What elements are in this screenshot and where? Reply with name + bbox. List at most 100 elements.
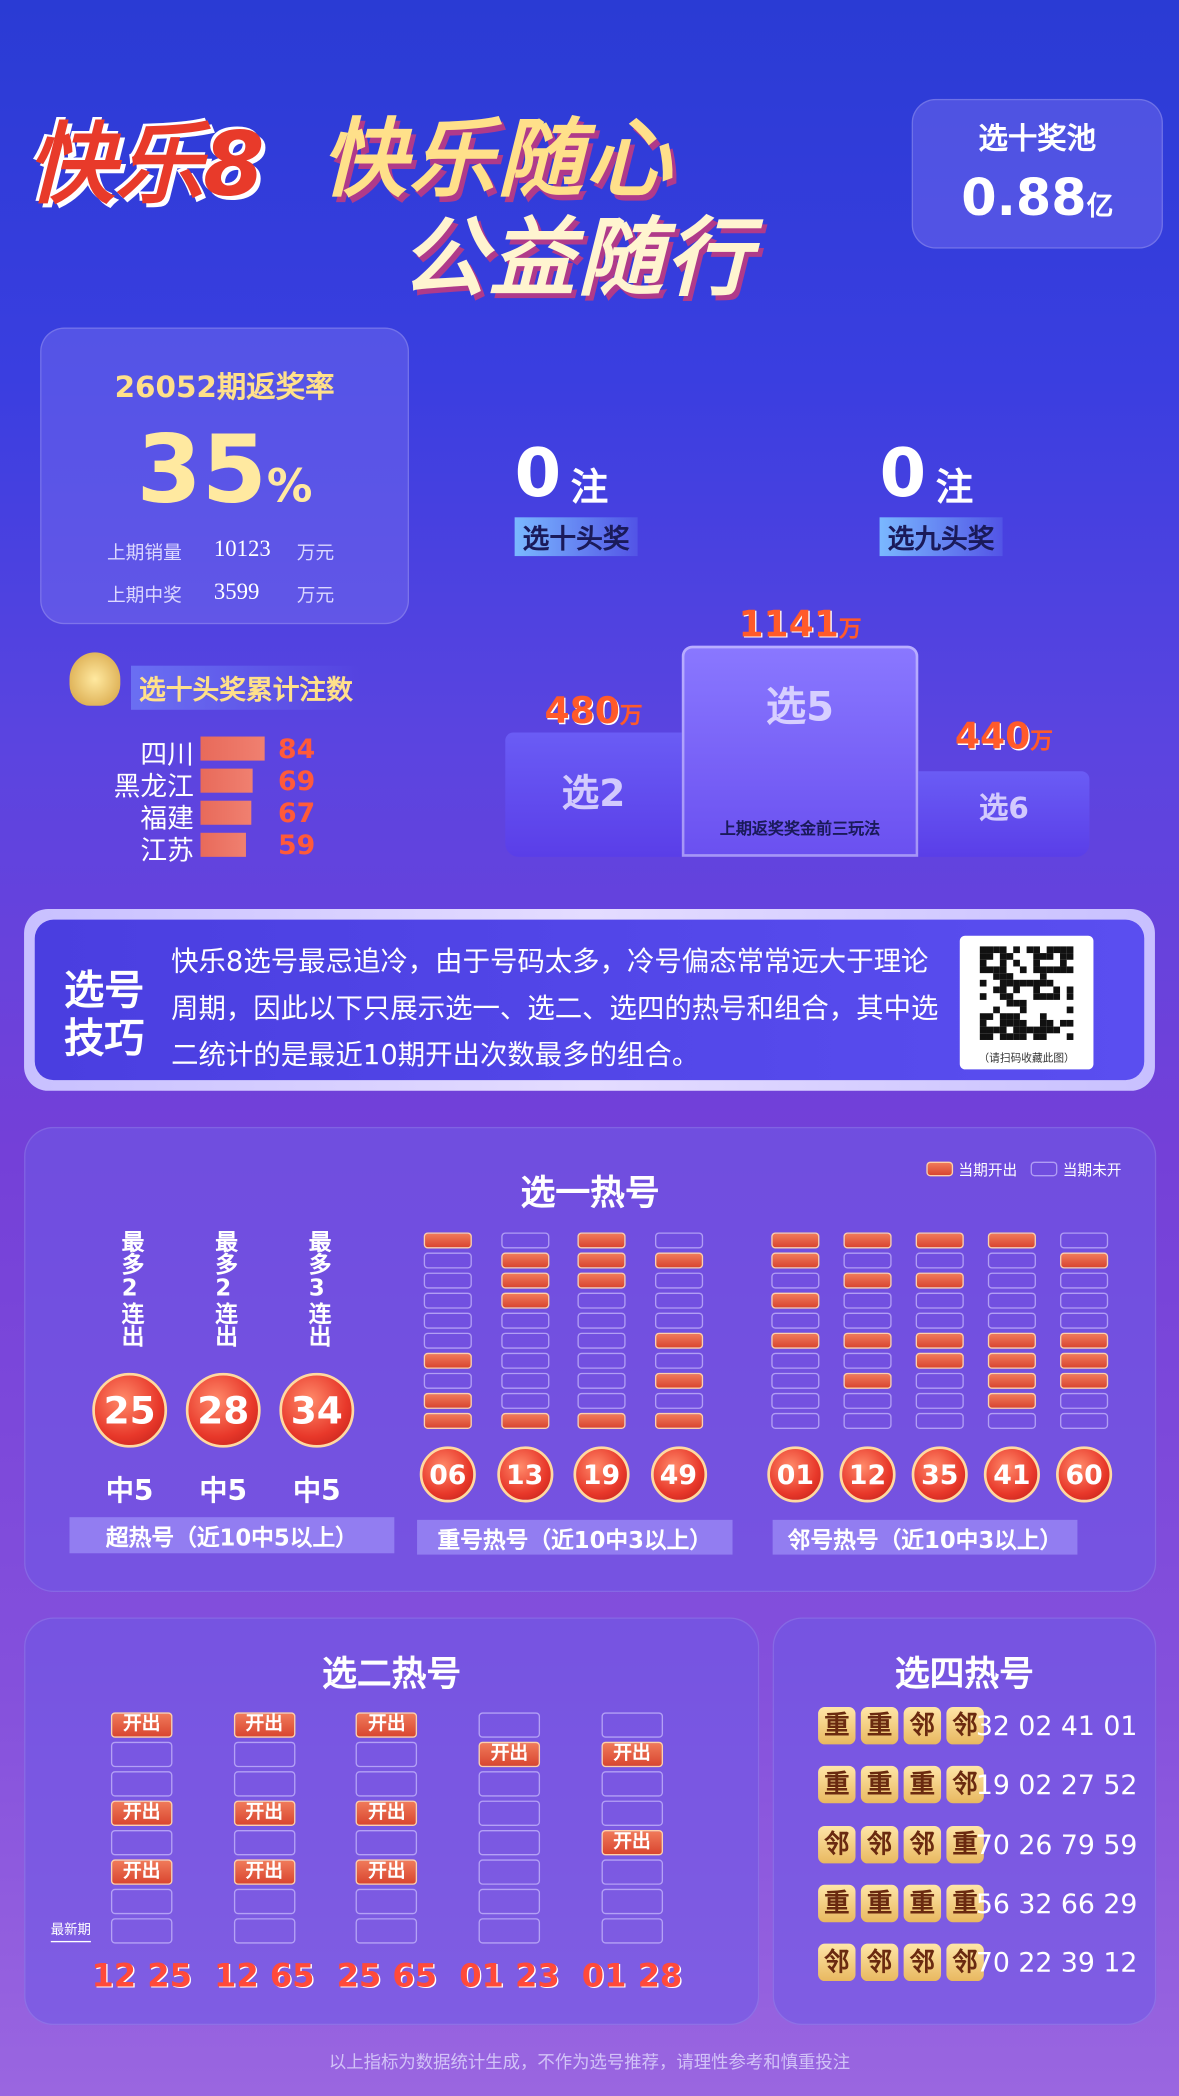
qr-module: [1006, 973, 1014, 980]
qr-module: [999, 1033, 1007, 1040]
amount-unit: 万: [619, 703, 643, 730]
draw-cell: [771, 1312, 820, 1329]
pool-box: [911, 98, 1163, 249]
qr-module: [1046, 979, 1054, 987]
qr-module: [1006, 1013, 1014, 1020]
qr-module: [993, 966, 1000, 974]
province-value: 84: [278, 732, 316, 765]
qr-module: [999, 1019, 1007, 1027]
draw-cell: [577, 1232, 626, 1249]
qr-module: [1046, 946, 1054, 954]
tag: 邻: [818, 1943, 856, 1982]
draw-cell: [843, 1372, 892, 1389]
pair-cell: [601, 1771, 663, 1797]
province-bar: [200, 832, 246, 857]
pair-cell: [110, 1888, 173, 1915]
tag: 重: [860, 1707, 899, 1745]
draw-cell: [1060, 1292, 1109, 1309]
draw-cell: [987, 1332, 1036, 1349]
draw-cell: [577, 1372, 626, 1389]
prize-label: 选十头奖: [514, 517, 638, 557]
podium-name: 选6: [978, 792, 1029, 827]
podium-right: [918, 771, 1090, 857]
pick4-numbers: 56 32 66 29: [975, 1887, 1138, 1920]
draw-cell: [915, 1232, 964, 1249]
qr-module: [1026, 979, 1034, 987]
pair-cell: [356, 1888, 418, 1915]
pair-cell: [601, 1712, 663, 1738]
tip-title-2: 技巧: [64, 1015, 145, 1063]
qr-module: [1006, 999, 1014, 1007]
podium-center: [681, 645, 919, 857]
podium-amount: 480万: [505, 691, 681, 732]
draw-cell: [1060, 1332, 1109, 1349]
draw-cell: [500, 1272, 549, 1289]
legend-swatch: [926, 1161, 954, 1177]
rate-wrap: 35%: [40, 414, 409, 524]
logo: 快乐8: [26, 113, 265, 217]
draw-cell: [577, 1312, 626, 1329]
pair: 01 23: [459, 1956, 560, 1995]
number-ball: 19: [573, 1446, 630, 1503]
qr-module: [1033, 959, 1040, 967]
pick2-title: 选二热号: [322, 1654, 462, 1695]
qr-module: [1006, 1019, 1014, 1027]
row-label: 上期中奖: [106, 585, 182, 607]
pair-cell: [601, 1859, 663, 1885]
draw-cell: [843, 1292, 892, 1309]
pair-cell: [478, 1888, 541, 1915]
draw-cell: [843, 1332, 892, 1349]
pair-cell: [356, 1918, 418, 1944]
qr-module: [999, 953, 1007, 960]
qr-module: [986, 966, 994, 974]
draw-cell: [654, 1392, 703, 1409]
returns-box: [40, 327, 410, 625]
draw-cell: [654, 1352, 703, 1369]
tag: 邻: [903, 1943, 942, 1982]
tip-text: 快乐8选号最忌追冷，由于号码太多，冷号偏态常常远大于理论周期，因此以下只展示选一…: [171, 945, 939, 1071]
hot-hits: 中5: [105, 1474, 154, 1507]
hot-ball: 28: [185, 1372, 261, 1448]
adjacent-label: 邻号热号（近10中3以上）: [772, 1519, 1078, 1555]
draw-cell: [500, 1352, 549, 1369]
amount-unit: 万: [1030, 728, 1053, 756]
draw-cell: [915, 1312, 964, 1329]
tag: 邻: [903, 1825, 942, 1863]
qr-module: [1013, 999, 1020, 1007]
number-ball: 13: [496, 1446, 553, 1503]
qr-module: [979, 953, 987, 960]
draw-cell: [1060, 1392, 1109, 1409]
pick4-numbers: 32 02 41 01: [975, 1709, 1138, 1742]
qr-module: [1026, 946, 1034, 954]
qr-module: [1039, 1013, 1047, 1020]
legend-text: 当期未开: [1062, 1161, 1122, 1179]
pair-cell: [233, 1771, 295, 1797]
draw-cell: [423, 1412, 472, 1429]
podium-amount: 440万: [918, 716, 1089, 757]
pair-cell: [110, 1771, 173, 1797]
tip-inner: [34, 919, 1145, 1081]
qr-module: [1019, 1033, 1027, 1040]
qr-module: [979, 1026, 987, 1034]
draw-cell: [577, 1332, 626, 1349]
draw-cell: [771, 1272, 820, 1289]
qr-module: [986, 953, 994, 960]
row-label: 上期销量: [106, 542, 182, 565]
qr-module: [1033, 993, 1040, 1000]
qr-module: [1060, 966, 1067, 974]
qr-module: [1033, 979, 1040, 987]
pair-cell: 开出: [356, 1859, 418, 1885]
draw-cell: [771, 1332, 820, 1349]
qr-module: [999, 959, 1007, 967]
draw-cell: [500, 1252, 549, 1269]
pair-cell: [233, 1829, 295, 1856]
pair-cell: [601, 1800, 663, 1826]
qr-module: [993, 973, 1000, 980]
pair-cell: 开出: [110, 1859, 173, 1885]
qr-module: [1006, 979, 1014, 987]
rate: 35: [136, 414, 267, 524]
pair-cell: [233, 1741, 295, 1768]
tag: 邻: [903, 1707, 942, 1745]
pool-unit: 亿: [1086, 189, 1114, 222]
prize-label: 选九头奖: [879, 517, 1003, 557]
